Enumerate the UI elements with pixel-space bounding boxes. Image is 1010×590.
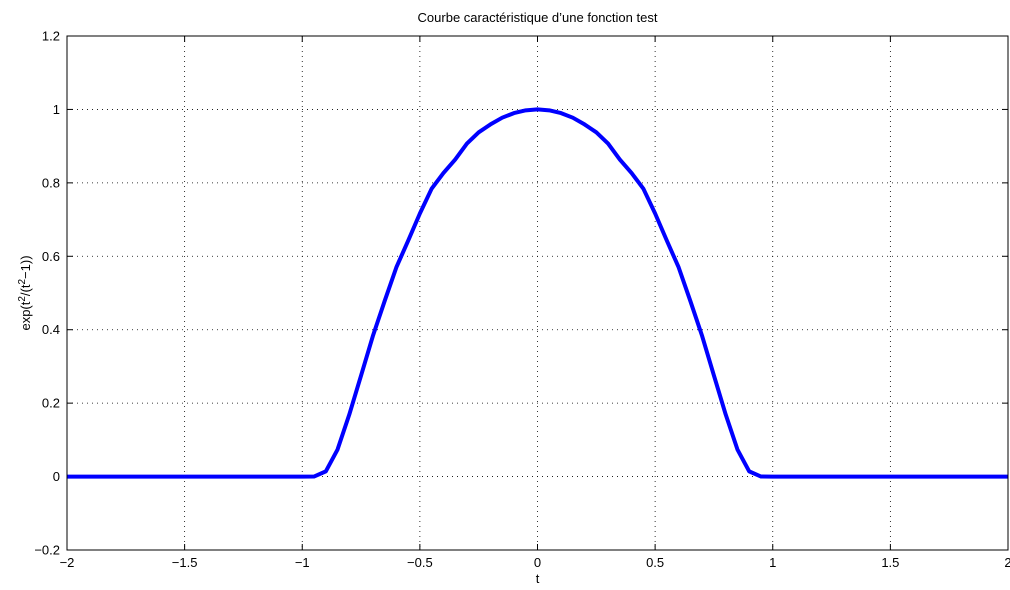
x-axis-label: t [536,571,540,585]
series-line [67,107,1008,479]
x-tick-label: −1.5 [172,555,198,570]
y-tick-label: −0.2 [34,543,60,558]
x-tick-label: 1 [769,555,776,570]
y-axis-label-superscript: 2 [17,279,28,285]
y-tick-label: 0.8 [42,175,60,190]
tick-labels: −2 −1.5 −1 −0.5 0 0.5 1 1.5 2 −0.2 0 0.2 0.4 0.6 0.8 1 1… [34,29,1010,571]
x-tick-label: 0.5 [646,555,664,570]
ticks [66,35,1009,551]
x-tick-label: −0.5 [407,555,433,570]
x-tick-label: −1 [295,555,310,570]
chart-title: Courbe caractéristique d’une fonction te… [418,10,658,25]
y-tick-label: 0.4 [42,322,60,337]
y-tick-label: 0.2 [42,396,60,411]
y-tick-label: 1.2 [42,29,60,44]
x-tick-label: 0 [534,555,541,570]
x-tick-label: 1.5 [881,555,899,570]
y-tick-label: 1 [53,102,60,117]
x-tick-label: 2 [1004,555,1010,570]
y-tick-label: 0.6 [42,249,60,264]
y-axis-label-part: /(t [18,284,33,296]
y-tick-label: 0 [53,469,60,484]
y-axis-label-part: −1)) [18,255,33,278]
x-tick-label: −2 [60,555,75,570]
series [67,107,1008,479]
plot-frame [66,35,1009,551]
y-axis-label-superscript: 2 [17,296,28,302]
y-axis-label: exp(t2/(t2−1)) [17,255,33,330]
y-axis-label-part: exp(t [18,301,33,330]
grid [67,36,1008,550]
